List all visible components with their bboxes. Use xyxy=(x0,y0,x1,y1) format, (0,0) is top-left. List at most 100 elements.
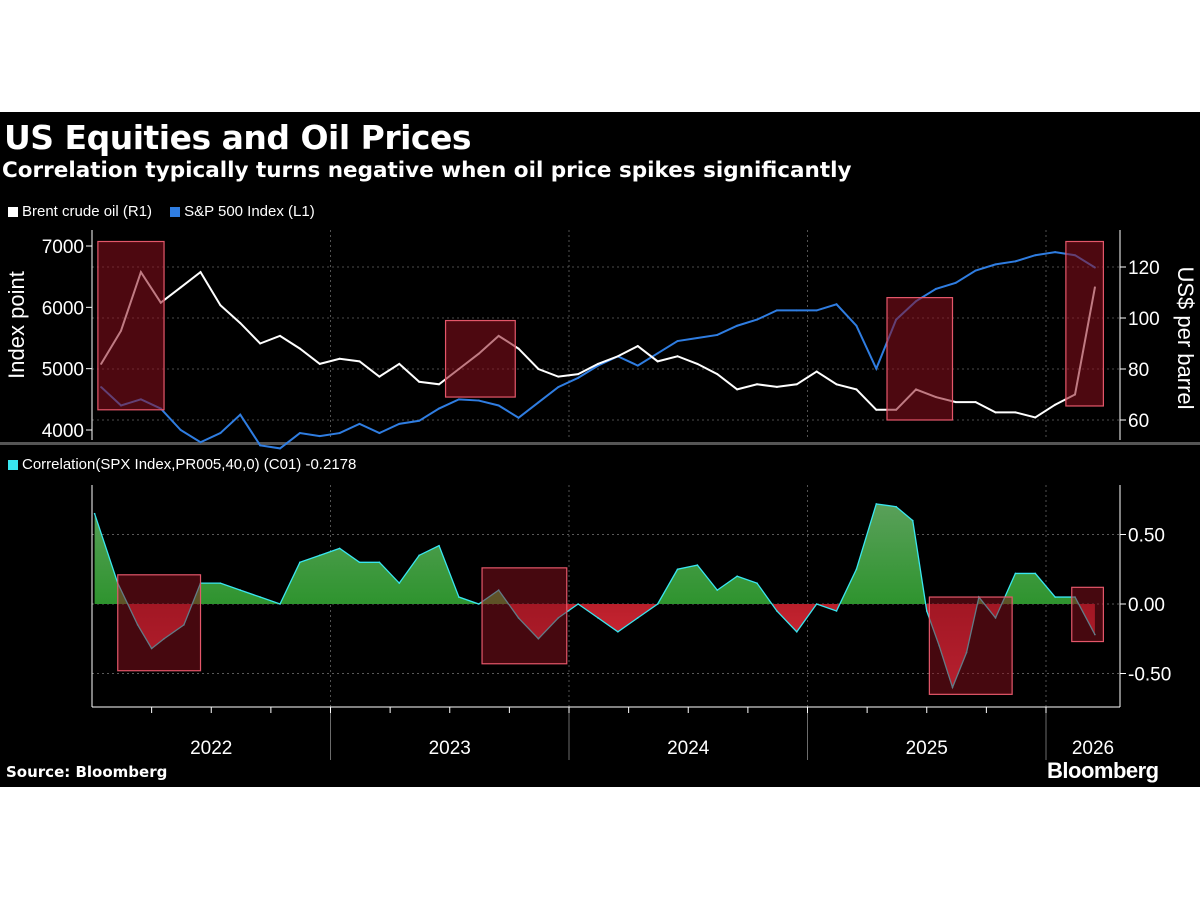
correlation-point xyxy=(1034,572,1037,575)
correlation-point xyxy=(239,589,242,591)
series-point-brent xyxy=(1054,403,1057,406)
series-point-spx xyxy=(1054,251,1057,254)
series-point-spx xyxy=(199,441,202,444)
series-point-brent xyxy=(517,347,520,350)
correlation-point xyxy=(656,603,659,605)
series-point-spx xyxy=(835,303,838,306)
series-point-spx xyxy=(696,337,699,339)
series-point-spx xyxy=(279,447,282,450)
correlation-point xyxy=(279,603,281,605)
correlation-point xyxy=(676,568,679,571)
series-point-brent xyxy=(795,383,798,386)
correlation-point xyxy=(925,610,928,612)
chart-title: US Equities and Oil Prices xyxy=(4,118,472,157)
series-point-brent xyxy=(279,334,282,337)
correlation-point xyxy=(736,575,738,577)
correlation-point xyxy=(895,505,897,508)
legend-label-correlation: Correlation(SPX Index,PR005,40,0) (C01) … xyxy=(22,456,357,473)
series-point-spx xyxy=(795,309,798,312)
highlight-box-bottom xyxy=(1071,586,1104,643)
x-tick-label-2023: 2023 xyxy=(429,738,471,759)
correlation-point xyxy=(696,564,699,566)
series-point-brent xyxy=(616,355,619,358)
series-point-brent xyxy=(855,388,858,391)
correlation-point xyxy=(911,519,914,522)
series-point-spx xyxy=(974,269,977,272)
left-tick-label: 7000 xyxy=(42,237,84,258)
series-point-brent xyxy=(756,383,759,386)
series-point-brent xyxy=(418,380,421,383)
series-point-brent xyxy=(1014,411,1017,414)
series-point-spx xyxy=(477,399,480,402)
correlation-point xyxy=(418,554,420,557)
correlation-point xyxy=(477,603,480,605)
series-point-brent xyxy=(537,368,540,370)
highlight-box-top xyxy=(1065,240,1104,407)
correlation-point xyxy=(855,568,858,571)
corr-tick-label: 0.50 xyxy=(1128,526,1165,547)
correlation-point xyxy=(577,603,579,605)
legend-label-spx: S&P 500 Index (L1) xyxy=(184,203,315,220)
series-point-spx xyxy=(219,432,222,435)
corr-tick-label: 0.00 xyxy=(1128,595,1165,616)
series-point-spx xyxy=(557,386,560,389)
series-point-brent xyxy=(835,383,838,386)
series-point-spx xyxy=(239,413,242,416)
series-point-brent xyxy=(199,271,202,274)
left-tick-label: 5000 xyxy=(42,360,84,381)
correlation-point xyxy=(378,561,381,564)
series-point-brent xyxy=(358,360,361,363)
series-point-spx xyxy=(676,340,679,343)
series-point-spx xyxy=(775,309,778,312)
left-tick-label: 6000 xyxy=(42,298,84,319)
series-point-brent xyxy=(696,362,699,365)
right-tick-label: 120 xyxy=(1128,258,1160,279)
series-point-spx xyxy=(716,333,719,336)
highlight-box-bottom xyxy=(117,574,202,672)
series-point-brent xyxy=(636,345,639,348)
series-point-brent xyxy=(398,362,401,365)
series-point-spx xyxy=(418,419,421,422)
series-point-spx xyxy=(497,404,500,407)
series-point-spx xyxy=(1034,254,1037,257)
legend-top: Brent crude oil (R1) S&P 500 Index (L1) xyxy=(8,203,315,220)
series-point-brent xyxy=(954,401,957,404)
correlation-point xyxy=(776,610,778,612)
correlation-point xyxy=(835,610,838,612)
series-point-spx xyxy=(954,281,957,284)
correlation-point xyxy=(1014,572,1017,575)
source-note: Source: Bloomberg xyxy=(6,763,168,781)
correlation-point xyxy=(597,617,599,619)
series-point-spx xyxy=(994,263,997,266)
left-axis-title: Index point xyxy=(4,271,29,379)
series-point-spx xyxy=(1014,260,1017,263)
series-point-spx xyxy=(457,398,460,401)
series-point-spx xyxy=(298,432,301,435)
chart-subtitle: Correlation typically turns negative whe… xyxy=(2,158,852,183)
series-point-brent xyxy=(239,322,242,325)
series-point-spx xyxy=(358,422,361,425)
series-point-brent xyxy=(676,355,679,358)
series-point-brent xyxy=(438,383,441,386)
x-tick-label-2022: 2022 xyxy=(190,738,232,759)
legend-swatch-spx xyxy=(170,206,181,217)
series-point-brent xyxy=(815,370,818,373)
correlation-point xyxy=(318,554,321,557)
series-point-brent xyxy=(298,347,301,350)
series-point-brent xyxy=(318,362,321,365)
correlation-point xyxy=(716,589,719,591)
correlation-point xyxy=(219,582,222,584)
correlation-point xyxy=(338,547,341,550)
series-point-spx xyxy=(636,364,639,367)
series-point-brent xyxy=(775,385,778,388)
correlation-point xyxy=(358,561,361,564)
series-point-spx xyxy=(378,432,381,435)
series-point-brent xyxy=(716,373,719,376)
series-point-brent xyxy=(994,411,997,414)
series-point-brent xyxy=(974,401,977,404)
series-point-brent xyxy=(736,388,739,391)
correlation-point xyxy=(795,631,798,633)
series-point-brent xyxy=(597,362,600,365)
series-point-brent xyxy=(179,286,182,289)
correlation-point xyxy=(458,596,460,598)
